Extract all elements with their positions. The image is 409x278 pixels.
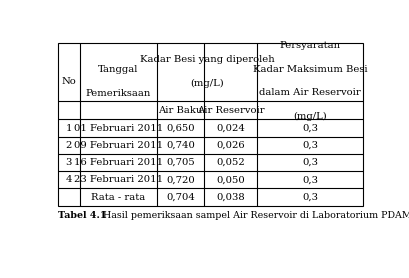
Bar (57, 43, 362, 206)
Text: 16 Februari 2011: 16 Februari 2011 (74, 158, 163, 167)
Text: 01 Februari 2011: 01 Februari 2011 (74, 124, 163, 133)
Text: 1: 1 (65, 124, 72, 133)
Text: Tabel 4.1: Tabel 4.1 (57, 211, 106, 220)
Text: 0,024: 0,024 (216, 124, 245, 133)
Text: 0,026: 0,026 (216, 141, 245, 150)
Text: Rata - rata: Rata - rata (91, 193, 145, 202)
Text: 0,3: 0,3 (301, 175, 317, 184)
Text: 23 Februari 2011: 23 Februari 2011 (74, 175, 163, 184)
Text: 0,3: 0,3 (301, 124, 317, 133)
Text: 0,3: 0,3 (301, 158, 317, 167)
Text: 0,3: 0,3 (301, 141, 317, 150)
Text: 09 Februari 2011: 09 Februari 2011 (74, 141, 163, 150)
Text: 0,705: 0,705 (166, 158, 195, 167)
Text: 4: 4 (65, 175, 72, 184)
Text: 0,052: 0,052 (216, 158, 245, 167)
Text: 0,650: 0,650 (166, 124, 195, 133)
Text: Tanggal

Pemeriksaan: Tanggal Pemeriksaan (85, 65, 151, 98)
Text: 0,720: 0,720 (166, 175, 195, 184)
Text: 0,050: 0,050 (216, 175, 245, 184)
Text: No: No (61, 77, 76, 86)
Text: 2: 2 (65, 141, 72, 150)
Text: Air Reservoir: Air Reservoir (196, 106, 264, 115)
Text: Air Baku: Air Baku (158, 106, 202, 115)
Text: 0,704: 0,704 (166, 193, 195, 202)
Text: 0,3: 0,3 (301, 193, 317, 202)
Text: 0,038: 0,038 (216, 193, 245, 202)
Text: 0,740: 0,740 (166, 141, 195, 150)
Text: Kadar Besi yang diperoleh

(mg/L): Kadar Besi yang diperoleh (mg/L) (139, 56, 274, 88)
Text: 3: 3 (65, 158, 72, 167)
Text: Persyaratan

Kadar Maksimum Besi

dalam Air Reservoir

(mg/L): Persyaratan Kadar Maksimum Besi dalam Ai… (252, 41, 366, 121)
Text: Hasil pemeriksaan sampel Air Reservoir di Laboratorium PDAM Tirtanadi  Deli Tua: Hasil pemeriksaan sampel Air Reservoir d… (94, 211, 409, 220)
